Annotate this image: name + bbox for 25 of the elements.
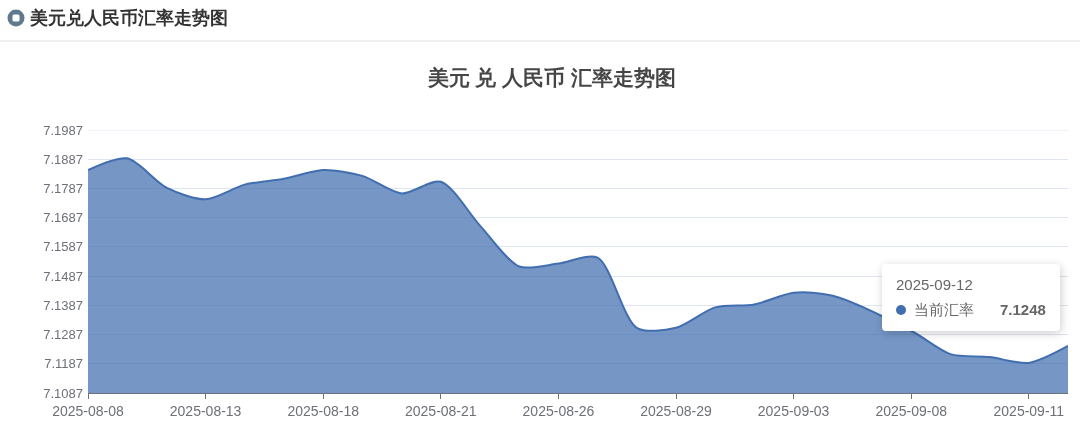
- y-tick-label: 7.1287: [43, 327, 83, 343]
- x-tick-label: 2025-09-11: [993, 402, 1065, 419]
- x-tick-label: 2025-08-08: [52, 402, 125, 419]
- y-tick-label: 7.1087: [43, 385, 83, 401]
- x-tick-label: 2025-08-29: [640, 402, 713, 419]
- x-tick-label: 2025-08-21: [404, 402, 477, 419]
- chart-title: 美元兑人民币汇率走势图: [30, 7, 228, 29]
- y-tick-label: 7.1587: [43, 239, 83, 255]
- x-tick-label: 2025-08-18: [287, 402, 360, 419]
- y-tick-label: 7.1687: [43, 210, 83, 226]
- x-tick-label: 2025-08-13: [169, 402, 242, 419]
- y-tick-label: 7.1187: [44, 356, 83, 372]
- x-tick-label: 2025-09-08: [875, 402, 948, 419]
- y-tick-label: 7.1887: [43, 151, 83, 167]
- y-tick-label: 7.1787: [43, 180, 83, 196]
- tooltip: 2025-09-12 当前汇率 7.1248: [882, 263, 1060, 331]
- y-tick-label: 7.1487: [43, 268, 83, 284]
- x-tick-label: 2025-08-26: [522, 402, 595, 419]
- y-tick-label: 7.1387: [43, 297, 83, 313]
- data-label: 7.1248: [1000, 299, 1046, 320]
- y-tick-label: 7.1987: [43, 122, 83, 138]
- annotation: 2025-09-12: [896, 274, 974, 295]
- chart-subtitle: 美元 兑 人民币 汇率走势图: [426, 66, 677, 90]
- x-tick-label: 2025-09-03: [757, 402, 830, 419]
- legend-label: 当前汇率: [914, 299, 974, 320]
